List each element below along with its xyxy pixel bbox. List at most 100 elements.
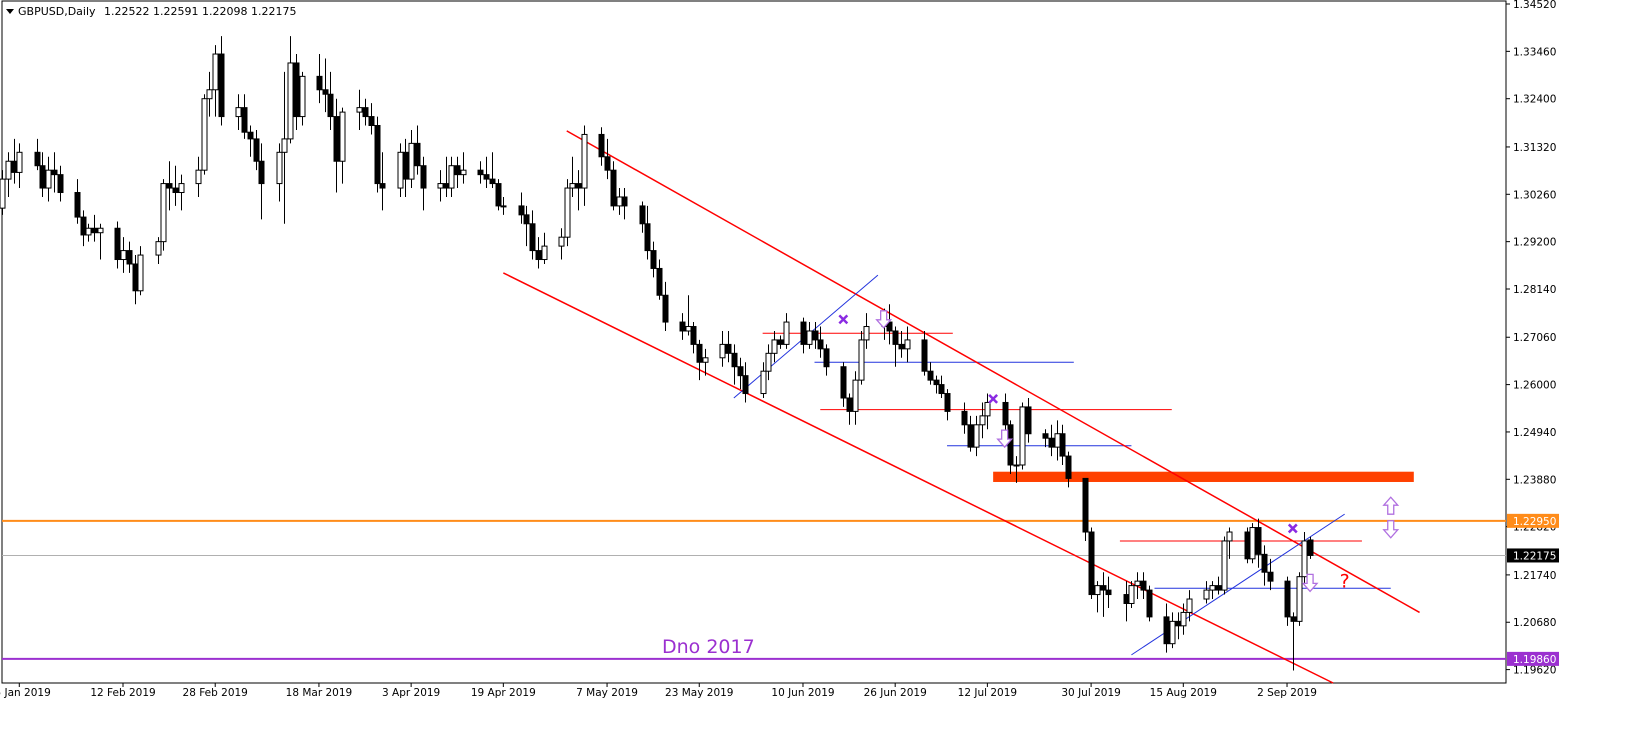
- candle-body-bear: [1065, 455, 1072, 479]
- candle-body-bear: [57, 174, 64, 194]
- candle-body-bear: [961, 410, 968, 426]
- candle-body-bear: [725, 343, 732, 354]
- candle-body-bull: [564, 187, 571, 238]
- candle-body-bear: [374, 125, 381, 185]
- candle-body-bear: [656, 267, 663, 296]
- candle-body-bull: [765, 352, 772, 372]
- candle-body-bull: [719, 343, 726, 359]
- candle-body-bull: [120, 250, 127, 261]
- candle-body-bull: [702, 357, 709, 363]
- y-tick-label: 1.28140: [1513, 284, 1556, 296]
- candle-body-bear: [402, 151, 409, 180]
- candle-body-bear: [483, 174, 490, 180]
- candle-body-bear: [1146, 589, 1153, 618]
- candle-body-bear: [1267, 571, 1274, 582]
- candle-body-bear: [823, 348, 830, 368]
- candle-body-bull: [1203, 589, 1210, 600]
- candle-body-bear: [362, 107, 369, 118]
- candle-body-bear: [679, 321, 686, 332]
- candle-body-bear: [327, 93, 334, 118]
- candle-body-bear: [1007, 424, 1014, 466]
- x-tick-label: 25 Jan 2019: [0, 687, 51, 699]
- candle-body-bear: [1284, 580, 1291, 618]
- candle-body-bear: [737, 366, 744, 377]
- candle-body-bear: [690, 326, 697, 345]
- arrow-down-icon: [1382, 520, 1400, 539]
- candle-body-bull: [281, 138, 288, 153]
- x-tick-label: 30 Jul 2019: [1061, 687, 1120, 699]
- candle-body-bear: [322, 89, 329, 95]
- candle-body-bear: [1100, 585, 1107, 591]
- y-tick-label: 1.30260: [1513, 189, 1556, 201]
- key-level-annotation: Dno 2017: [662, 636, 755, 658]
- current-price-label: 1.22175: [1513, 550, 1556, 562]
- candle-body-bear: [166, 183, 173, 189]
- x-tick-label: 26 Jun 2019: [864, 687, 927, 699]
- y-tick-label: 1.23880: [1513, 474, 1556, 486]
- candle-body-bull: [558, 236, 565, 247]
- y-tick-label: 1.26000: [1513, 380, 1556, 392]
- plot-frame: [1, 0, 1507, 684]
- axes-frame: [1, 0, 1510, 687]
- resistance-zone: [993, 471, 1414, 482]
- candle-body-bear: [316, 75, 323, 91]
- arrow-down-icon: [1301, 573, 1319, 593]
- candle-body-bull: [448, 165, 455, 189]
- arrow-down-icon: [875, 310, 893, 329]
- candle-body-bear: [812, 330, 819, 341]
- y-tick-label: 1.32400: [1513, 94, 1556, 106]
- candle-body-bear: [1105, 589, 1112, 596]
- candle-body-bear: [333, 116, 340, 162]
- candle-body-bull: [85, 227, 92, 236]
- candle-body-bull: [160, 183, 167, 243]
- candle-body-bear: [74, 192, 81, 218]
- candle-body-bull: [195, 169, 202, 185]
- symbol-dropdown-icon[interactable]: [6, 9, 14, 14]
- candles: [0, 36, 1314, 671]
- current-price-badge: [1507, 548, 1559, 563]
- candle-body-bear: [598, 133, 605, 158]
- candle-body-bull: [973, 424, 980, 448]
- y-tick-label: 1.24940: [1513, 427, 1556, 439]
- cross-stroke: [838, 314, 849, 325]
- y-tick-label: 1.31320: [1513, 142, 1556, 154]
- candle-body-bull: [783, 321, 790, 345]
- candle-body-bull: [984, 401, 991, 417]
- candle-body-bull: [206, 89, 213, 100]
- candle-body-bull: [1180, 611, 1187, 627]
- candle-body-bear: [241, 107, 248, 133]
- candle-body-bull: [97, 227, 104, 234]
- candle-body-bear: [1059, 433, 1066, 457]
- candle-body-bull: [760, 370, 767, 395]
- candle-body-bear: [477, 169, 484, 176]
- candle-body-bull: [1296, 576, 1303, 622]
- x-tick-label: 15 Aug 2019: [1150, 687, 1217, 699]
- candle-body-bear: [495, 183, 502, 207]
- candle-body-bear: [1123, 594, 1130, 604]
- candle-body-bull: [1221, 540, 1228, 591]
- arrow-down-icon: [996, 429, 1014, 449]
- candle-body-bear: [933, 379, 940, 386]
- candle-body-bull: [569, 183, 576, 189]
- trendline: [503, 272, 1334, 684]
- candle-body-bull: [460, 169, 467, 176]
- candle-body-bull: [235, 107, 242, 118]
- candle-body-bear: [80, 216, 87, 236]
- cross-marker: [838, 314, 849, 325]
- candle-body-bull: [1134, 580, 1141, 587]
- candle-body-bear: [114, 227, 121, 261]
- candle-body-bear: [840, 366, 847, 399]
- candle-body-bear: [944, 393, 951, 412]
- key-level-label: 1.22950: [1513, 516, 1556, 528]
- candle-body-bear: [535, 250, 542, 261]
- candle-body-bull: [806, 330, 813, 345]
- candle-body-bear: [1025, 406, 1032, 435]
- key-level-badge: [1507, 651, 1559, 666]
- candle-body-bull: [581, 133, 588, 189]
- candle-body-bear: [132, 263, 139, 292]
- candle-body-bear: [523, 214, 530, 225]
- candle-body-bull: [137, 254, 144, 292]
- candle-body-bear: [1088, 531, 1095, 596]
- key-level-badge: [1507, 513, 1559, 528]
